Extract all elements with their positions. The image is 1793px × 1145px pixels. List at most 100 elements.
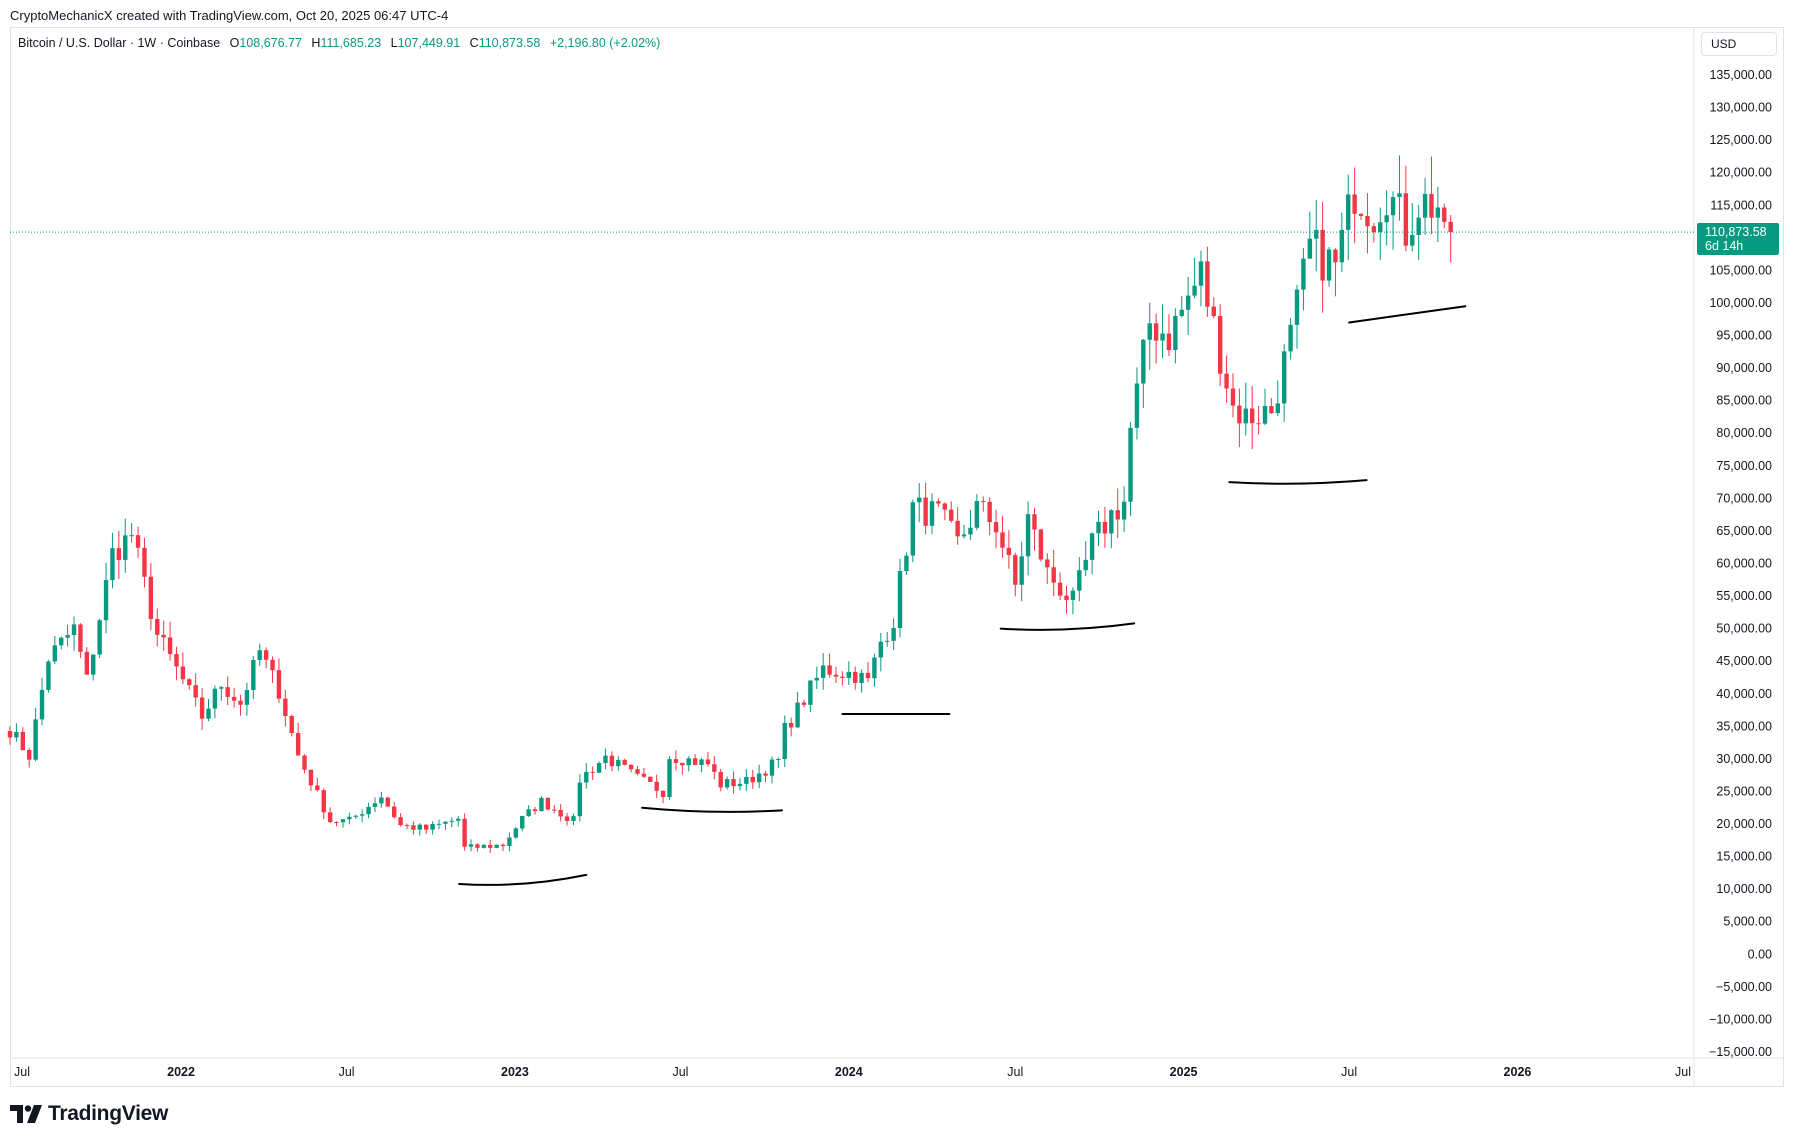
price-tick-label: −5,000.00 — [1716, 980, 1772, 994]
price-axis[interactable]: 135,000.00 130,000.00 125,000.00 120,000.00… — [1709, 68, 1772, 1059]
candle — [1371, 223, 1377, 243]
candle — [705, 752, 711, 767]
candle — [1288, 317, 1293, 360]
time-tick-label: 2026 — [1504, 1065, 1532, 1079]
candle — [712, 756, 717, 780]
candle — [1416, 205, 1421, 261]
candle — [878, 633, 884, 672]
candle — [782, 715, 787, 767]
time-tick-label: Jul — [339, 1065, 355, 1079]
candle — [724, 776, 730, 790]
candle — [1378, 207, 1383, 260]
candle — [1083, 541, 1088, 577]
time-axis[interactable]: Jul 2022 Jul 2023 Jul 2024 Jul 2025 Jul 2026 Jul — [14, 1065, 1691, 1079]
candle — [1314, 200, 1319, 272]
candle — [1390, 191, 1396, 250]
candle — [1070, 587, 1076, 615]
candle — [327, 807, 333, 824]
drawing-annotations[interactable] — [458, 305, 1467, 886]
candle — [1217, 304, 1223, 387]
candle — [33, 707, 38, 762]
candle — [1205, 246, 1210, 317]
candle — [1128, 422, 1133, 516]
candle — [1153, 313, 1159, 364]
candle — [475, 843, 480, 852]
candle — [1000, 515, 1005, 558]
time-tick-label: Jul — [14, 1065, 30, 1079]
candle — [449, 817, 455, 828]
candle — [820, 653, 826, 690]
candle — [1038, 528, 1044, 562]
candle — [1333, 248, 1338, 297]
candle — [135, 526, 141, 558]
price-tick-label: 30,000.00 — [1716, 752, 1772, 766]
candle — [660, 790, 666, 804]
support-annotation[interactable] — [458, 873, 588, 886]
candle — [321, 788, 326, 820]
candle — [1089, 532, 1095, 575]
candle — [872, 653, 877, 687]
price-tick-label: −10,000.00 — [1709, 1012, 1772, 1026]
candle — [699, 757, 704, 773]
symbol-legend: Bitcoin / U.S. Dollar · 1W · Coinbase O1… — [18, 36, 660, 50]
candle — [238, 695, 243, 716]
candle — [731, 771, 736, 794]
candle — [1429, 156, 1434, 235]
price-tick-label: −15,000.00 — [1709, 1045, 1772, 1059]
candle — [20, 727, 26, 751]
candle — [1262, 388, 1268, 426]
candle — [1045, 553, 1050, 584]
candle — [289, 714, 294, 737]
candle — [654, 774, 659, 798]
candle — [1096, 510, 1101, 547]
candle — [302, 754, 307, 774]
candle — [359, 809, 365, 823]
candle — [155, 608, 160, 647]
candle — [840, 671, 845, 686]
candle — [776, 757, 781, 768]
candle — [545, 797, 551, 811]
candle — [251, 656, 256, 700]
candle — [532, 806, 538, 815]
candle — [129, 523, 134, 543]
candle — [103, 562, 109, 634]
close-value: 110,873.58 — [478, 36, 541, 50]
candle — [603, 748, 608, 770]
price-tick-label: 20,000.00 — [1716, 817, 1772, 831]
currency-button[interactable]: USD — [1701, 32, 1777, 56]
candle — [993, 509, 999, 549]
candle — [1403, 165, 1409, 252]
candle — [622, 758, 627, 766]
candle — [917, 483, 922, 523]
candle — [1230, 373, 1236, 418]
candle — [987, 497, 992, 536]
candle — [1211, 297, 1216, 319]
bar-countdown: 6d 14h — [1705, 239, 1744, 254]
candle — [507, 832, 512, 852]
candle — [513, 826, 519, 839]
support-annotation[interactable] — [1348, 305, 1467, 324]
support-annotation[interactable] — [1228, 479, 1368, 485]
candle — [1102, 506, 1108, 548]
tradingview-brand[interactable]: TradingView — [10, 1102, 168, 1126]
support-annotation[interactable] — [641, 806, 784, 813]
chart-credit: CryptoMechanicX created with TradingView… — [10, 8, 449, 23]
candle — [936, 498, 941, 508]
candle — [1352, 167, 1357, 244]
candle — [385, 796, 390, 807]
price-tick-label: 115,000.00 — [1710, 198, 1772, 212]
candle — [488, 839, 493, 853]
candle — [692, 754, 698, 766]
candle — [1269, 398, 1274, 414]
candle — [968, 509, 973, 541]
candle — [1275, 380, 1281, 417]
support-annotation[interactable] — [999, 622, 1136, 631]
candle — [436, 819, 442, 830]
candle — [295, 722, 301, 756]
candle — [123, 518, 128, 573]
candle — [616, 756, 621, 771]
candle — [596, 761, 602, 774]
candle — [257, 643, 262, 666]
candle — [340, 819, 346, 828]
